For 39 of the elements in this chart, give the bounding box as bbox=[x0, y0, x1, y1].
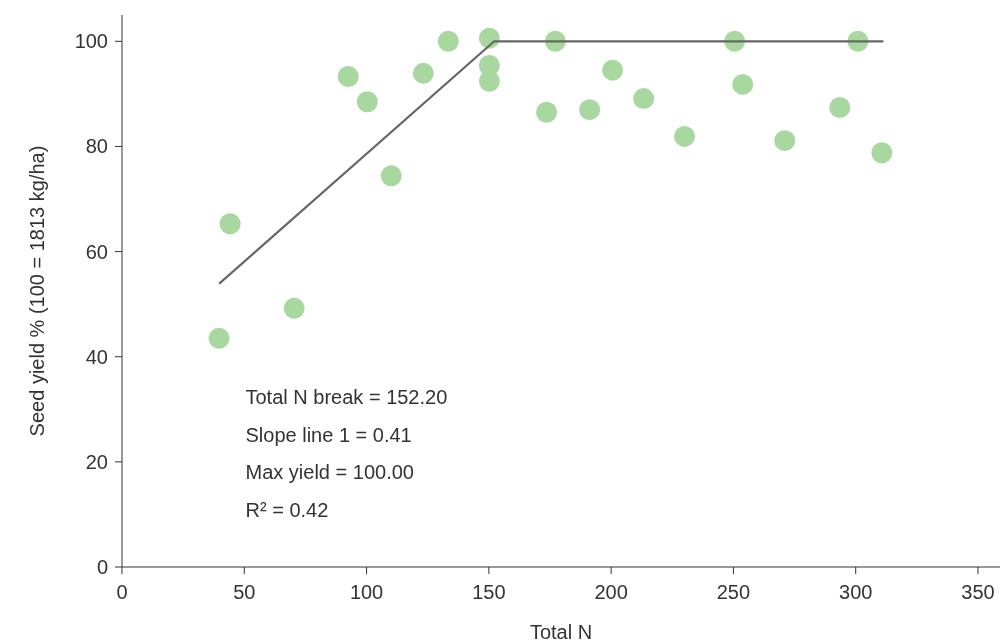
point bbox=[633, 88, 655, 110]
point bbox=[774, 130, 796, 152]
x-tick-label: 50 bbox=[233, 581, 256, 603]
annotation: Slope line 1 = 0.41 bbox=[245, 423, 412, 446]
point bbox=[602, 59, 624, 81]
x-tick-label: 350 bbox=[961, 581, 995, 603]
y-tick-label: 40 bbox=[85, 345, 108, 368]
y-tick-label: 100 bbox=[74, 30, 108, 53]
y-tick-label: 60 bbox=[85, 240, 108, 263]
x-tick-label: 300 bbox=[839, 581, 873, 603]
point bbox=[674, 125, 696, 147]
y-tick-label: 20 bbox=[85, 450, 108, 473]
x-tick-label: 150 bbox=[472, 581, 506, 603]
point bbox=[478, 70, 500, 92]
x-tick-label: 0 bbox=[116, 581, 128, 603]
x-tick-label: 200 bbox=[594, 581, 628, 603]
point bbox=[337, 66, 359, 88]
point bbox=[536, 101, 558, 123]
point bbox=[208, 327, 230, 349]
annotation: Total N break = 152.20 bbox=[245, 386, 448, 409]
x-axis-title: Total N bbox=[529, 621, 593, 643]
x-tick-label: 100 bbox=[349, 581, 384, 603]
y-tick-label: 0 bbox=[96, 556, 108, 578]
annotation: Max yield = 100.00 bbox=[245, 461, 414, 484]
point bbox=[871, 142, 893, 164]
y-axis-title: Seed yield % (100 = 1813 kg/ha) bbox=[26, 145, 48, 437]
point bbox=[219, 213, 241, 235]
point bbox=[356, 91, 378, 113]
point bbox=[478, 27, 500, 49]
point bbox=[579, 99, 601, 121]
annotation: R² = 0.42 bbox=[245, 498, 329, 521]
x-tick-label: 250 bbox=[716, 581, 751, 603]
point bbox=[380, 165, 402, 187]
point bbox=[829, 97, 851, 119]
point bbox=[283, 297, 305, 319]
y-tick-label: 80 bbox=[85, 135, 108, 158]
point bbox=[412, 62, 434, 84]
point bbox=[732, 73, 754, 95]
point bbox=[437, 30, 459, 52]
